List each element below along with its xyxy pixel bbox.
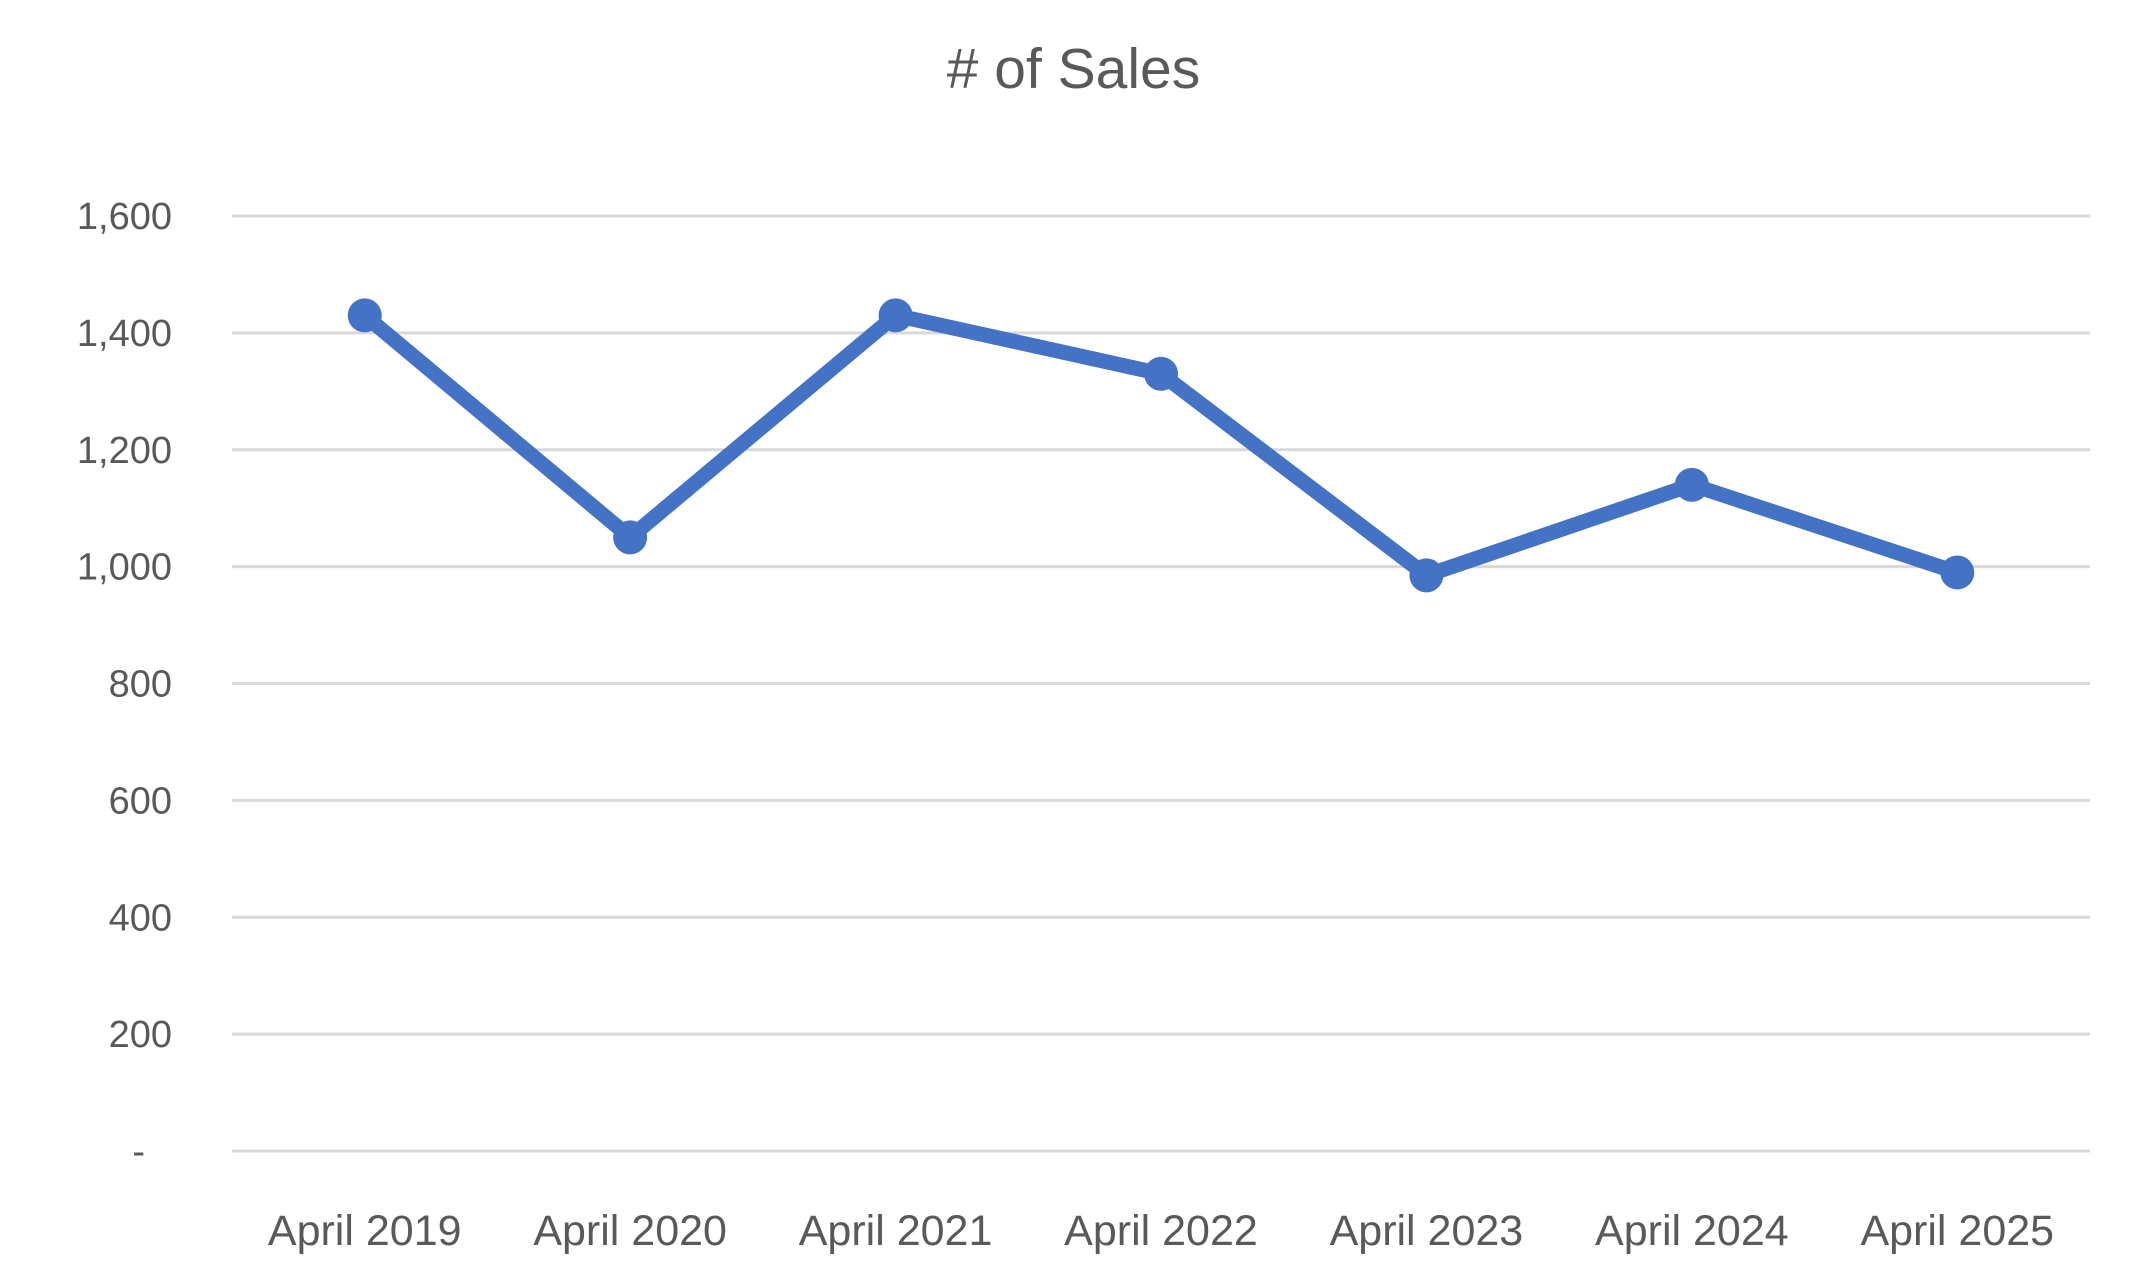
x-axis-tick-label: April 2024 <box>1595 1207 1789 1255</box>
line-series <box>357 307 1965 583</box>
x-axis-tick-label: April 2023 <box>1330 1207 1524 1255</box>
y-axis-tick-label: - <box>132 1131 145 1173</box>
data-point-marker <box>1409 558 1444 593</box>
y-axis-tick-label: 1,200 <box>77 430 172 472</box>
x-axis-tick-label: April 2021 <box>799 1207 993 1255</box>
y-axis-tick-label: 200 <box>109 1014 172 1056</box>
data-point-marker <box>1674 467 1709 502</box>
y-axis-tick-label: 800 <box>109 664 172 706</box>
y-axis-tick-label: 400 <box>109 897 172 939</box>
data-point-marker <box>1144 356 1178 391</box>
x-axis-tick-label: April 2025 <box>1860 1207 2054 1255</box>
x-axis-tick-label: April 2019 <box>268 1207 462 1255</box>
x-axis-tick-label: April 2022 <box>1064 1207 1258 1255</box>
y-axis-tick-label: 1,000 <box>77 547 172 589</box>
data-point-marker <box>878 298 913 333</box>
data-point-marker <box>1940 555 1975 590</box>
data-point-marker <box>347 298 382 333</box>
y-axis-tick-label: 600 <box>109 780 172 822</box>
data-point-marker <box>613 520 648 555</box>
x-axis-tick-label: April 2020 <box>533 1207 727 1255</box>
chart-title: # of Sales <box>946 37 1201 101</box>
y-axis-tick-label: 1,600 <box>77 196 172 238</box>
y-axis-tick-label: 1,400 <box>77 313 172 355</box>
